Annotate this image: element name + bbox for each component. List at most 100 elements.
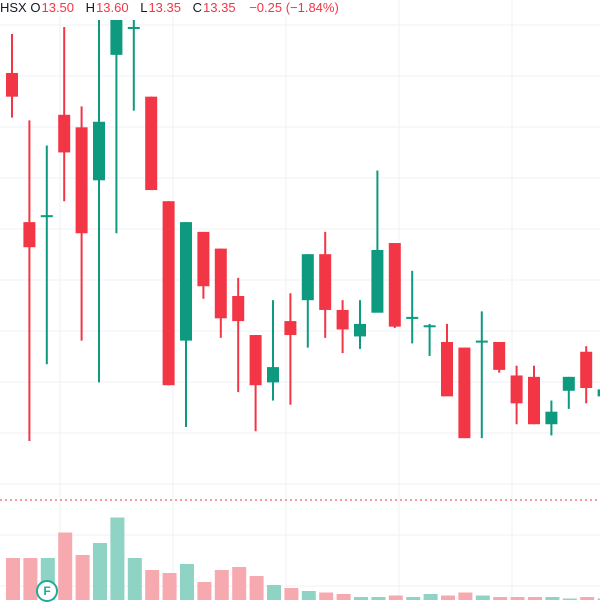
candle-body (493, 342, 506, 370)
close-value: 13.35 (203, 0, 236, 15)
high-label: H (85, 0, 96, 15)
volume-bar (180, 564, 194, 600)
candle-body (580, 351, 593, 388)
candle (284, 293, 297, 405)
candle-body (93, 121, 105, 181)
candle-body (284, 321, 297, 336)
volume-bar (93, 543, 107, 600)
event-marker-label: F (43, 584, 51, 598)
volume-bar (475, 595, 490, 600)
candle (110, 20, 123, 234)
candle (562, 376, 575, 409)
volume-bar (284, 588, 299, 600)
candle-body (441, 342, 453, 397)
volume-bar (580, 597, 595, 600)
candle (423, 323, 436, 356)
candle (75, 106, 88, 341)
volume-bar (232, 567, 247, 600)
change-value: −0.25 (−1.84%) (249, 0, 339, 15)
candle-body (475, 340, 488, 343)
candle-body (406, 316, 419, 319)
candle-body (388, 243, 401, 327)
volume-bar (23, 558, 38, 600)
candle (336, 300, 349, 354)
candle (145, 96, 158, 191)
candle-body (75, 127, 88, 234)
candle-body (249, 335, 262, 386)
volume-bar (493, 597, 508, 600)
candle-body (58, 114, 71, 153)
candle (40, 145, 53, 365)
candle-body (6, 72, 18, 97)
volume-bar (162, 573, 177, 600)
volume-bar (75, 555, 90, 600)
candle (371, 170, 384, 313)
candle (510, 365, 523, 425)
candle (354, 300, 366, 349)
volume-bars (6, 517, 600, 600)
candle (180, 222, 192, 428)
candle-body (214, 248, 227, 319)
volume-bar (458, 592, 473, 600)
volume-bar (528, 597, 542, 600)
volume-bar (406, 597, 421, 600)
volume-bar (597, 598, 600, 600)
volume-bar (197, 582, 212, 600)
candle (301, 254, 314, 348)
volume-bar (562, 598, 577, 600)
candle-body (545, 411, 558, 425)
symbol-label: HSX (0, 0, 27, 15)
candle-body (23, 222, 36, 248)
candle-body (127, 26, 140, 29)
candle (6, 33, 18, 118)
volume-bar (6, 558, 20, 600)
candle-body (510, 375, 523, 404)
volume-bar (110, 517, 125, 600)
volume-bar (510, 597, 525, 600)
candle (493, 342, 506, 373)
candle (475, 311, 488, 439)
candle-body (145, 96, 158, 191)
candle-body (528, 376, 540, 425)
candle-body (597, 389, 600, 397)
volume-bar (319, 592, 334, 600)
volume-bar (145, 570, 160, 600)
close-label: C (192, 0, 203, 15)
candle-body (354, 323, 366, 337)
candle (23, 120, 36, 441)
candle-body (232, 296, 245, 322)
volume-bar (214, 570, 229, 600)
candle (127, 20, 140, 111)
candle (458, 347, 471, 439)
candle-body (301, 254, 314, 301)
candle (580, 346, 593, 404)
candle (597, 389, 600, 397)
volume-bar (58, 532, 73, 600)
volume-bar (441, 595, 455, 600)
volume-bar (388, 595, 403, 600)
candle-body (423, 325, 436, 328)
ohlc-legend: HSX O13.50 H13.60 L13.35 C13.35 −0.25 (−… (0, 0, 339, 16)
candle (162, 201, 175, 386)
volume-bar (545, 597, 560, 600)
volume-bar (267, 585, 281, 600)
candle (58, 26, 71, 202)
candle (528, 365, 540, 425)
high-value: 13.60 (96, 0, 129, 15)
volume-bar (249, 576, 264, 600)
candle (249, 335, 262, 432)
candle-body (458, 347, 471, 439)
event-marker-icon[interactable]: F (36, 580, 58, 602)
candle-body (371, 250, 384, 313)
candle-body (110, 20, 123, 55)
low-value: 13.35 (148, 0, 181, 15)
volume-bar (371, 597, 386, 600)
candle (267, 300, 279, 401)
volume-bar (301, 591, 316, 600)
volume-bar (354, 597, 368, 600)
low-label: L (140, 0, 148, 15)
candle (545, 400, 558, 436)
volume-bar (423, 594, 438, 600)
